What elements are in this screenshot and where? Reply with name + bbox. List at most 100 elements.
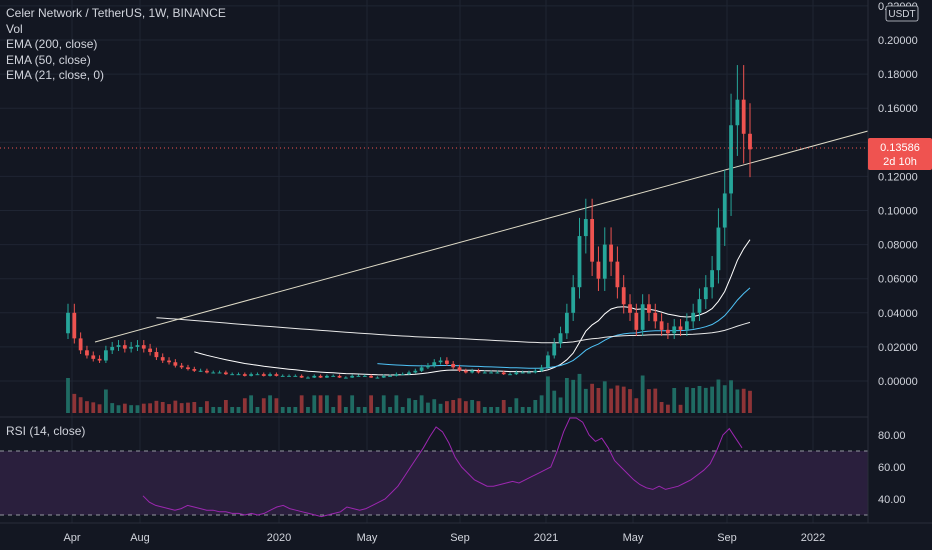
legend-volume[interactable]: Vol bbox=[6, 21, 23, 36]
candle-body bbox=[653, 312, 658, 322]
candle-body bbox=[129, 346, 134, 349]
legend-ema-200[interactable]: EMA (200, close) bbox=[6, 37, 98, 51]
volume-bar bbox=[85, 401, 89, 413]
volume-bar bbox=[217, 407, 222, 413]
volume-bar bbox=[615, 385, 620, 413]
volume-bar bbox=[426, 402, 430, 413]
volume-bar bbox=[533, 400, 538, 413]
y-tick-label: 0.18000 bbox=[878, 69, 918, 81]
candle-body bbox=[501, 372, 506, 375]
candle-body bbox=[141, 345, 146, 349]
candle-body bbox=[268, 374, 272, 376]
candle-body bbox=[508, 374, 512, 376]
candle-body bbox=[691, 312, 696, 322]
rsi-tick-label: 80.00 bbox=[878, 430, 906, 442]
currency-label: USDT bbox=[888, 9, 915, 20]
x-tick-label: Apr bbox=[63, 532, 80, 544]
volume-bar bbox=[255, 407, 260, 413]
volume-bars bbox=[66, 373, 752, 413]
y-tick-label: 0.06000 bbox=[878, 274, 918, 286]
candle-body bbox=[640, 304, 645, 330]
candle-body bbox=[634, 312, 639, 330]
currency-badge[interactable] bbox=[885, 5, 919, 22]
volume-bar bbox=[508, 407, 512, 413]
volume-bar bbox=[653, 388, 658, 413]
candle-body bbox=[325, 375, 329, 378]
symbol-title[interactable]: Celer Network / TetherUS, 1W, BINANCE bbox=[6, 6, 226, 20]
volume-bar bbox=[160, 402, 165, 413]
trendline[interactable] bbox=[94, 130, 869, 343]
candle-body bbox=[154, 352, 159, 358]
candle-body bbox=[672, 326, 677, 334]
candle-body bbox=[748, 133, 752, 150]
candle-body bbox=[343, 377, 348, 379]
candle-body bbox=[217, 372, 222, 374]
volume-bar bbox=[141, 403, 146, 413]
volume-bar bbox=[419, 395, 424, 413]
candle-body bbox=[362, 375, 367, 377]
x-tick-label: Aug bbox=[130, 532, 150, 544]
volume-bar bbox=[640, 375, 645, 413]
candle-body bbox=[179, 365, 184, 368]
y-tick-label: 0.10000 bbox=[878, 206, 918, 218]
volume-bar bbox=[318, 395, 323, 413]
candle-body bbox=[274, 374, 279, 376]
candle-body bbox=[66, 312, 70, 334]
candle-body bbox=[432, 362, 437, 366]
candle-body bbox=[489, 372, 493, 374]
rsi-legend[interactable]: RSI (14, close) bbox=[6, 424, 86, 438]
candle-body bbox=[198, 370, 203, 372]
volume-bar bbox=[602, 381, 607, 413]
candle-body bbox=[160, 357, 165, 361]
candle-body bbox=[476, 370, 481, 373]
volume-bar bbox=[343, 407, 348, 413]
volume-bar bbox=[457, 398, 462, 413]
volume-bar bbox=[381, 395, 386, 413]
candle-body bbox=[621, 287, 626, 305]
candle-body bbox=[299, 375, 304, 378]
x-tick-label: Sep bbox=[450, 532, 470, 544]
candle-body bbox=[470, 370, 475, 373]
volume-bar bbox=[703, 387, 708, 413]
candlesticks bbox=[66, 65, 752, 379]
volume-bar bbox=[110, 403, 115, 413]
candle-body bbox=[103, 350, 108, 361]
time-axis[interactable]: Apr Aug 2020 May Sep 2021 May Sep 2022 bbox=[63, 532, 825, 544]
candle-body bbox=[255, 374, 260, 376]
legend-ema-21[interactable]: EMA (21, close, 0) bbox=[6, 68, 105, 82]
volume-bar bbox=[394, 395, 399, 413]
volume-bar bbox=[362, 407, 367, 413]
volume-bar bbox=[741, 388, 746, 413]
candle-body bbox=[722, 193, 727, 228]
candle-body bbox=[223, 372, 228, 375]
price-badge-value: 0.13586 bbox=[880, 142, 920, 154]
candle-body bbox=[116, 345, 121, 347]
candle-body bbox=[122, 345, 127, 349]
volume-bar bbox=[438, 403, 443, 413]
x-tick-label: 2020 bbox=[267, 532, 291, 544]
candle-body bbox=[312, 375, 317, 378]
volume-bar bbox=[564, 378, 569, 413]
candle-body bbox=[375, 377, 380, 379]
legend-ema-50[interactable]: EMA (50, close) bbox=[6, 52, 91, 67]
volume-bar bbox=[299, 395, 304, 413]
candle-body bbox=[426, 365, 430, 368]
volume-bar bbox=[678, 404, 683, 413]
y-tick-label: 0.02000 bbox=[878, 342, 918, 354]
candle-body bbox=[438, 360, 443, 363]
y-tick-label: 0.16000 bbox=[878, 103, 918, 115]
rsi-axis[interactable]: 40.00 60.00 80.00 bbox=[878, 430, 906, 506]
volume-bar bbox=[78, 397, 83, 413]
candle-body bbox=[659, 321, 664, 330]
x-tick-label: 2022 bbox=[801, 532, 825, 544]
candle-body bbox=[318, 375, 323, 378]
volume-bar bbox=[312, 395, 317, 413]
volume-bar bbox=[710, 386, 715, 413]
candle-body bbox=[400, 374, 405, 376]
volume-bar bbox=[280, 407, 285, 413]
volume-bar bbox=[476, 401, 481, 413]
volume-bar bbox=[186, 402, 190, 413]
price-axis[interactable]: 0.00000 0.02000 0.04000 0.06000 0.08000 0.100… bbox=[878, 1, 918, 388]
price-badge bbox=[868, 138, 932, 170]
